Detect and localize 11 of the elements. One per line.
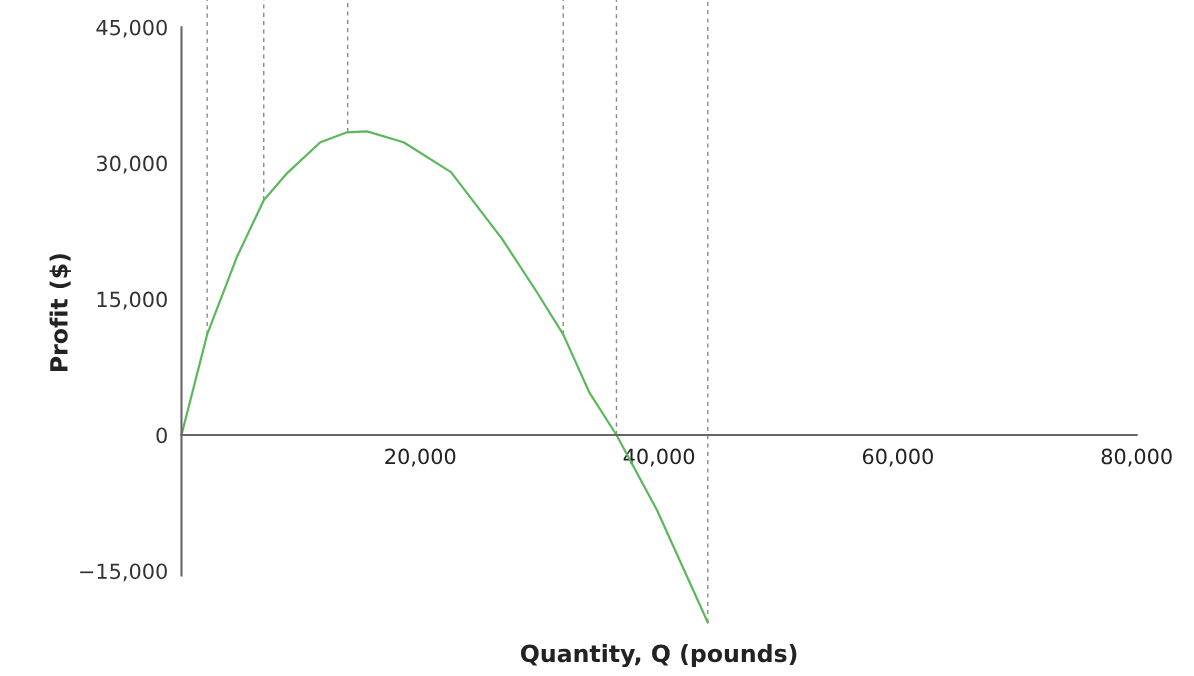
y-axis-title: Profit ($) bbox=[49, 254, 71, 372]
x-axis-title: Quantity, Q (pounds) bbox=[520, 644, 797, 668]
y-tick-label: 0 bbox=[156, 427, 167, 444]
x-tick-label: 60,000 bbox=[862, 448, 933, 467]
y-tick-label: 15,000 bbox=[97, 291, 167, 310]
y-tick-label: 30,000 bbox=[96, 155, 167, 174]
y-tick-label: 45,000 bbox=[96, 19, 167, 38]
x-tick-label: 20,000 bbox=[385, 448, 456, 467]
line-series bbox=[181, 130, 709, 624]
y-tick-label: −15,000 bbox=[80, 563, 167, 582]
x-tick-label: 80,000 bbox=[1101, 448, 1172, 467]
